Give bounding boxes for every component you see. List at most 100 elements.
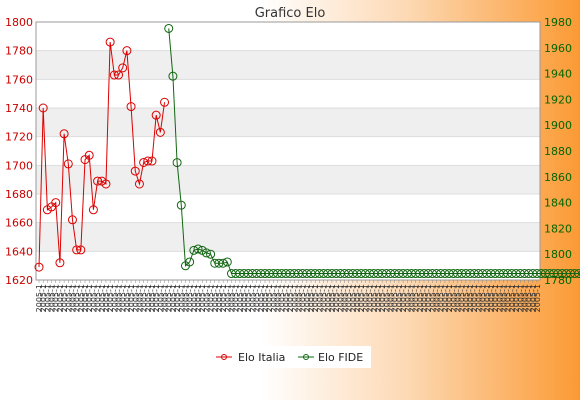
- x-tick-label: 2005-1: [458, 284, 467, 312]
- x-tick-label: 2005-1: [387, 284, 396, 312]
- x-tick-label: 2005-1: [441, 284, 450, 312]
- x-tick-label: 2005-1: [361, 284, 370, 312]
- x-tick-label: 2005-1: [73, 284, 82, 312]
- y-right-tick-label: 1840: [544, 197, 572, 210]
- data-point-elo-italia: [72, 245, 82, 255]
- y-left-tick-label: 1720: [5, 131, 33, 144]
- data-point-elo-italia: [76, 245, 86, 255]
- x-tick-label: 2005-1: [399, 284, 408, 312]
- x-tick-label: 2005-1: [449, 284, 458, 312]
- x-tick-label: 2005-1: [43, 284, 52, 312]
- y-left-tick-label: 1620: [5, 274, 33, 287]
- x-tick-label: 2005-1: [453, 284, 462, 312]
- x-tick-label: 2005-1: [378, 284, 387, 312]
- y-left-tick-label: 1700: [5, 159, 33, 172]
- x-tick-label: 2005-1: [428, 284, 437, 312]
- series-line-elo-fide: [168, 28, 580, 275]
- x-tick-label: 2005-1: [110, 284, 119, 312]
- grid-band: [36, 165, 540, 194]
- grid-band: [36, 108, 540, 137]
- data-point-elo-fide: [214, 258, 224, 268]
- x-tick-label: 2005-1: [470, 284, 479, 312]
- y-right-tick-label: 1880: [544, 145, 572, 158]
- x-tick-label: 2005-1: [508, 284, 517, 312]
- data-point-elo-fide: [578, 270, 580, 277]
- x-tick-label: 2005-1: [269, 284, 278, 312]
- x-tick-label: 2005-1: [265, 284, 274, 312]
- x-tick-label: 2005-1: [278, 284, 287, 312]
- x-tick-label: 2005-1: [529, 284, 538, 312]
- x-tick-label: 2005-1: [349, 284, 358, 312]
- x-tick-label: 2005-1: [274, 284, 283, 312]
- data-point-elo-fide: [193, 244, 203, 254]
- y-right-tick-label: 1820: [544, 222, 572, 235]
- plot-area-border: [35, 21, 541, 281]
- data-point-elo-italia: [139, 157, 149, 167]
- data-point-elo-italia: [118, 63, 128, 73]
- x-tick-label: 2005-1: [311, 284, 320, 312]
- x-tick-label: 2005-1: [152, 284, 161, 312]
- x-tick-label: 2005-1: [420, 284, 429, 312]
- legend-marker-elo-fide: [303, 354, 309, 360]
- y-right-tick-label: 1900: [544, 119, 572, 132]
- data-point-elo-italia: [114, 70, 124, 80]
- x-tick-label: 2005-1: [156, 284, 165, 312]
- x-tick-label: 2005-1: [240, 284, 249, 312]
- x-tick-label: 2005-1: [228, 284, 237, 312]
- x-tick-label: 2005-1: [186, 284, 195, 312]
- data-point-elo-fide: [222, 257, 232, 267]
- x-tick-label: 2005-1: [495, 284, 504, 312]
- x-tick-label: 2005-1: [332, 284, 341, 312]
- x-tick-label: 2005-1: [135, 284, 144, 312]
- x-tick-label: 2005-1: [52, 284, 61, 312]
- x-tick-label: 2005-1: [294, 284, 303, 312]
- x-tick-label: 2005-1: [169, 284, 178, 312]
- data-point-elo-italia: [55, 258, 65, 268]
- x-tick-label: 2005-1: [412, 284, 421, 312]
- data-point-elo-italia: [160, 97, 170, 107]
- x-tick-label: 2005-1: [533, 284, 542, 312]
- x-tick-label: 2005-1: [474, 284, 483, 312]
- data-point-elo-fide: [176, 200, 186, 210]
- x-tick-label: 2005-1: [253, 284, 262, 312]
- x-tick-label: 2005-1: [248, 284, 257, 312]
- data-point-elo-italia: [63, 159, 73, 169]
- x-tick-label: 2005-1: [219, 284, 228, 312]
- x-tick-label: 2005-1: [207, 284, 216, 312]
- x-tick-label: 2005-1: [437, 284, 446, 312]
- y-left-tick-label: 1780: [5, 45, 33, 58]
- data-point-elo-italia: [88, 205, 98, 215]
- x-tick-label: 2005-1: [366, 284, 375, 312]
- legend-label-elo-fide: Elo FIDE: [318, 351, 363, 364]
- y-right-tick-label: 1920: [544, 93, 572, 106]
- data-point-elo-italia: [134, 179, 144, 189]
- grid-band: [36, 222, 540, 252]
- data-point-elo-italia: [126, 102, 136, 112]
- x-tick-label: 2005-1: [131, 284, 140, 312]
- series-layer: [34, 23, 580, 279]
- x-tick-label: 2005-1: [148, 284, 157, 312]
- x-tick-label: 2005-1: [236, 284, 245, 312]
- data-point-elo-italia: [151, 110, 161, 120]
- x-tick-label: 2005-1: [211, 284, 220, 312]
- x-tick-label: 2005-1: [106, 284, 115, 312]
- chart-title: Grafico Elo: [255, 6, 326, 21]
- legend-box: [211, 346, 371, 368]
- y-right-tick-label: 1860: [544, 171, 572, 184]
- x-tick-label: 2005-1: [483, 284, 492, 312]
- x-tick-label: 2005-1: [424, 284, 433, 312]
- x-tick-label: 2005-1: [144, 284, 153, 312]
- x-tick-label: 2005-1: [357, 284, 366, 312]
- x-tick-label: 2005-1: [102, 284, 111, 312]
- x-tick-label: 2005-1: [340, 284, 349, 312]
- data-point-elo-fide: [164, 23, 174, 33]
- data-point-elo-italia: [84, 150, 94, 160]
- x-tick-label: 2005-1: [48, 284, 57, 312]
- x-tick-label: 2005-1: [39, 284, 48, 312]
- x-tick-label: 2005-1: [290, 284, 299, 312]
- data-point-elo-italia: [109, 70, 119, 80]
- x-tick-label: 2005-1: [336, 284, 345, 312]
- data-point-elo-italia: [147, 156, 157, 166]
- x-tick-label: 2005-1: [173, 284, 182, 312]
